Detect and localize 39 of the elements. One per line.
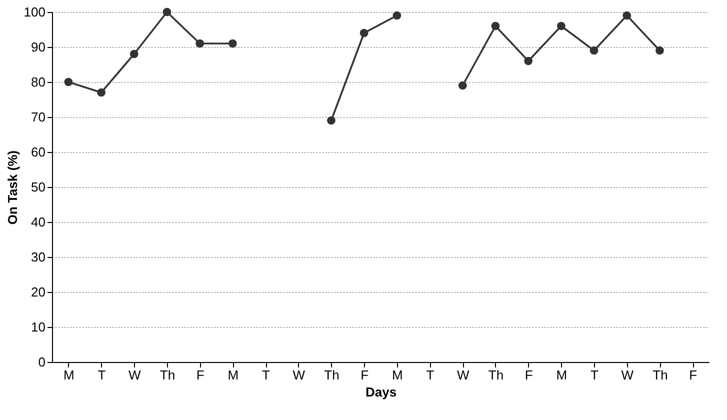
x-tick-label: F <box>689 368 698 382</box>
x-tick-label: Th <box>488 368 504 382</box>
x-tick-label: T <box>590 368 599 382</box>
x-tick-label: F <box>360 368 369 382</box>
point <box>64 78 73 86</box>
x-axis-title: Days <box>365 384 397 400</box>
x-tick-label: W <box>621 368 634 382</box>
point <box>228 39 237 48</box>
y-tick-label: 50 <box>31 180 46 194</box>
y-tick-label: 20 <box>31 284 46 300</box>
x-tick-label: F <box>196 368 204 382</box>
y-tick-label: 40 <box>31 214 46 230</box>
point <box>162 8 172 16</box>
x-tick-label: M <box>556 368 568 382</box>
y-tick-label: 80 <box>31 74 46 90</box>
y-tick-label: 10 <box>31 320 46 334</box>
x-tick-label: M <box>392 368 403 382</box>
y-tick-label: 30 <box>31 250 46 264</box>
x-tick-label: W <box>292 368 306 382</box>
y-tick-label: 0 <box>38 354 46 370</box>
y-tick-label: 60 <box>31 144 46 160</box>
y-tick-label: 70 <box>31 110 46 124</box>
x-tick-label: Th <box>652 368 668 382</box>
y-tick-label: 100 <box>24 4 46 20</box>
point <box>130 50 138 58</box>
x-tick-label: T <box>426 368 434 382</box>
x-tick-label: M <box>64 368 74 382</box>
x-tick-label: F <box>524 368 533 382</box>
x-tick-label: M <box>228 368 239 382</box>
point <box>196 39 204 48</box>
x-tick-label: W <box>456 368 470 382</box>
x-tick-label: T <box>262 368 270 382</box>
x-tick-label: T <box>98 368 106 382</box>
y-axis-title: On Task (%) <box>4 150 20 225</box>
y-tick-label: 90 <box>31 40 46 54</box>
point <box>97 88 106 97</box>
x-tick-label: Th <box>160 368 176 382</box>
x-tick-label: Th <box>324 368 340 382</box>
x-tick-label: W <box>128 368 142 382</box>
